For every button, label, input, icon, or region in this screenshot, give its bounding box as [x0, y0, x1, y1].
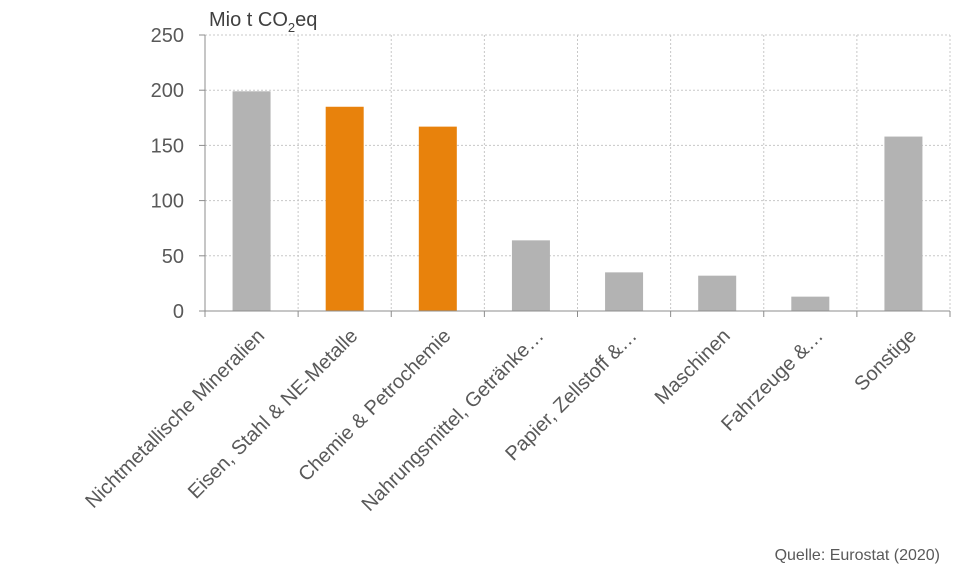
x-category-label: Eisen, Stahl & NE-Metalle	[184, 325, 362, 503]
bar	[511, 240, 550, 311]
y-tick-label: 150	[151, 135, 184, 157]
bar	[884, 136, 923, 311]
bar	[418, 126, 457, 312]
x-category-label: Sonstige	[850, 325, 921, 396]
y-tick-labels: 0 50 100 150 200 250	[151, 25, 184, 323]
x-category-label: Maschinen	[651, 325, 735, 409]
x-category-label: Nichtmetallische Mineralien	[81, 325, 269, 513]
bars	[232, 91, 923, 312]
x-category-label: Fahrzeuge &…	[717, 325, 828, 436]
bar	[605, 272, 644, 311]
bar	[325, 106, 364, 311]
bar	[232, 91, 271, 311]
y-tick-label: 0	[173, 301, 184, 323]
y-tick-label: 250	[151, 25, 184, 47]
axes	[199, 34, 951, 317]
source-note: Quelle: Eurostat (2020)	[775, 547, 940, 564]
bar	[791, 296, 830, 311]
gridlines	[205, 34, 951, 311]
y-tick-label: 100	[151, 191, 184, 213]
y-tick-label: 50	[162, 246, 184, 268]
x-category-label: Nahrungsmittel, Getränke…	[358, 325, 549, 516]
x-category-label: Chemie & Petrochemie	[294, 325, 455, 486]
y-axis-unit-label: Mio t CO2eq	[209, 9, 317, 35]
bar	[698, 275, 737, 311]
y-tick-label: 200	[151, 80, 184, 102]
